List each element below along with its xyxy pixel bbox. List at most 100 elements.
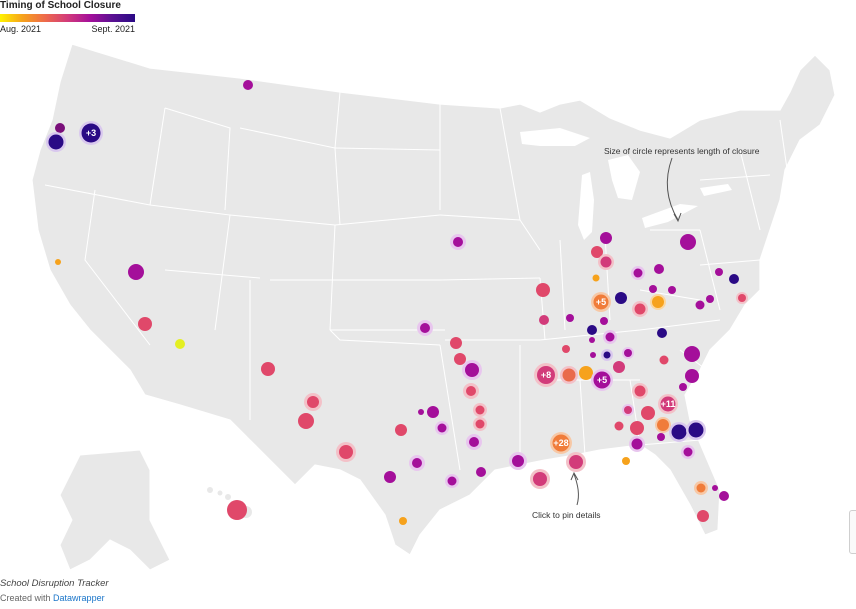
closure-circle[interactable] xyxy=(420,323,430,333)
closure-circle[interactable] xyxy=(55,123,65,133)
closure-circle[interactable] xyxy=(592,274,600,282)
closure-circle[interactable] xyxy=(719,491,729,501)
closure-circle[interactable] xyxy=(697,510,709,522)
closure-circle[interactable] xyxy=(668,286,676,294)
closure-circle[interactable] xyxy=(412,458,422,468)
closure-circle[interactable] xyxy=(622,457,630,465)
closure-circle[interactable] xyxy=(593,294,609,310)
closure-circle[interactable] xyxy=(384,471,396,483)
closure-circle[interactable] xyxy=(569,455,583,469)
closure-circle[interactable] xyxy=(613,361,625,373)
closure-circle[interactable] xyxy=(641,406,655,420)
closure-circle[interactable] xyxy=(562,368,576,382)
closure-circle[interactable] xyxy=(652,296,664,308)
closure-circle[interactable] xyxy=(537,366,555,384)
closure-circle[interactable] xyxy=(447,476,457,486)
closure-circle[interactable] xyxy=(630,421,644,435)
closure-circle[interactable] xyxy=(81,123,101,143)
closure-circle[interactable] xyxy=(615,292,627,304)
closure-circle[interactable] xyxy=(427,406,439,418)
closure-circle[interactable] xyxy=(634,303,646,315)
closure-circle[interactable] xyxy=(243,80,253,90)
closure-circle[interactable] xyxy=(654,264,664,274)
closure-circle[interactable] xyxy=(453,237,463,247)
closure-circle[interactable] xyxy=(465,363,479,377)
closure-circle[interactable] xyxy=(624,406,632,414)
closure-circle[interactable] xyxy=(48,134,64,150)
datawrapper-link[interactable]: Datawrapper xyxy=(53,593,105,603)
closure-circle[interactable] xyxy=(566,314,574,322)
closure-circle[interactable] xyxy=(684,346,700,362)
closure-circles[interactable] xyxy=(46,80,748,525)
closure-circle[interactable] xyxy=(649,285,657,293)
closure-circle[interactable] xyxy=(634,385,646,397)
closure-circle[interactable] xyxy=(600,256,612,268)
closure-circle[interactable] xyxy=(552,434,570,452)
closure-circle[interactable] xyxy=(738,294,746,302)
closure-circle[interactable] xyxy=(633,268,643,278)
closure-circle[interactable] xyxy=(590,352,596,358)
closure-circle[interactable] xyxy=(688,422,704,438)
closure-circle[interactable] xyxy=(399,517,407,525)
closure-circle[interactable] xyxy=(227,500,247,520)
closure-circle[interactable] xyxy=(579,366,593,380)
closure-circle[interactable] xyxy=(600,232,612,244)
closure-circle[interactable] xyxy=(55,259,61,265)
closure-circle[interactable] xyxy=(587,325,597,335)
closure-circle[interactable] xyxy=(593,371,611,389)
closure-circle[interactable] xyxy=(591,246,603,258)
closure-circle[interactable] xyxy=(536,283,550,297)
closure-circle[interactable] xyxy=(450,337,462,349)
closure-circle[interactable] xyxy=(395,424,407,436)
lake-ontario xyxy=(700,184,732,196)
closure-circle[interactable] xyxy=(712,485,718,491)
closure-circle[interactable] xyxy=(715,268,723,276)
closure-circle[interactable] xyxy=(680,234,696,250)
closure-circle[interactable] xyxy=(679,383,687,391)
closure-circle[interactable] xyxy=(476,467,486,477)
closure-circle[interactable] xyxy=(659,355,669,365)
closure-circle[interactable] xyxy=(657,419,669,431)
closure-circle[interactable] xyxy=(437,423,447,433)
cluster-label-tn: +5 xyxy=(597,375,607,385)
closure-circle[interactable] xyxy=(660,396,676,412)
closure-circle[interactable] xyxy=(475,419,485,429)
closure-circle[interactable] xyxy=(696,483,706,493)
footer-title: School Disruption Tracker xyxy=(0,578,109,589)
closure-circle[interactable] xyxy=(589,337,595,343)
closure-circle[interactable] xyxy=(339,445,353,459)
closure-circle[interactable] xyxy=(298,413,314,429)
closure-circle[interactable] xyxy=(307,396,319,408)
closure-circle[interactable] xyxy=(475,405,485,415)
closure-circle[interactable] xyxy=(128,264,144,280)
closure-circle[interactable] xyxy=(605,332,615,342)
closure-circle[interactable] xyxy=(603,351,611,359)
closure-circle[interactable] xyxy=(533,472,547,486)
closure-circle[interactable] xyxy=(695,300,705,310)
closure-circle[interactable] xyxy=(657,328,667,338)
closure-circle[interactable] xyxy=(600,317,608,325)
closure-circle[interactable] xyxy=(562,345,570,353)
edge-panel-handle[interactable] xyxy=(849,510,856,554)
closure-circle[interactable] xyxy=(657,433,665,441)
closure-circle[interactable] xyxy=(539,315,549,325)
closure-circle[interactable] xyxy=(466,386,476,396)
closure-circle[interactable] xyxy=(261,362,275,376)
closure-circle[interactable] xyxy=(469,437,479,447)
legend-start-label: Aug. 2021 xyxy=(0,24,42,34)
closure-circle[interactable] xyxy=(685,369,699,383)
closure-circle[interactable] xyxy=(683,447,693,457)
closure-circle[interactable] xyxy=(512,455,524,467)
closure-circle[interactable] xyxy=(175,339,185,349)
closure-circle[interactable] xyxy=(614,421,624,431)
closure-circle[interactable] xyxy=(418,409,424,415)
closure-circle[interactable] xyxy=(454,353,466,365)
closure-circle[interactable] xyxy=(729,274,739,284)
closure-circle[interactable] xyxy=(671,424,687,440)
closure-circle[interactable] xyxy=(138,317,152,331)
closure-circle[interactable] xyxy=(706,295,714,303)
closure-circle[interactable] xyxy=(631,438,643,450)
closure-circle[interactable] xyxy=(624,349,632,357)
